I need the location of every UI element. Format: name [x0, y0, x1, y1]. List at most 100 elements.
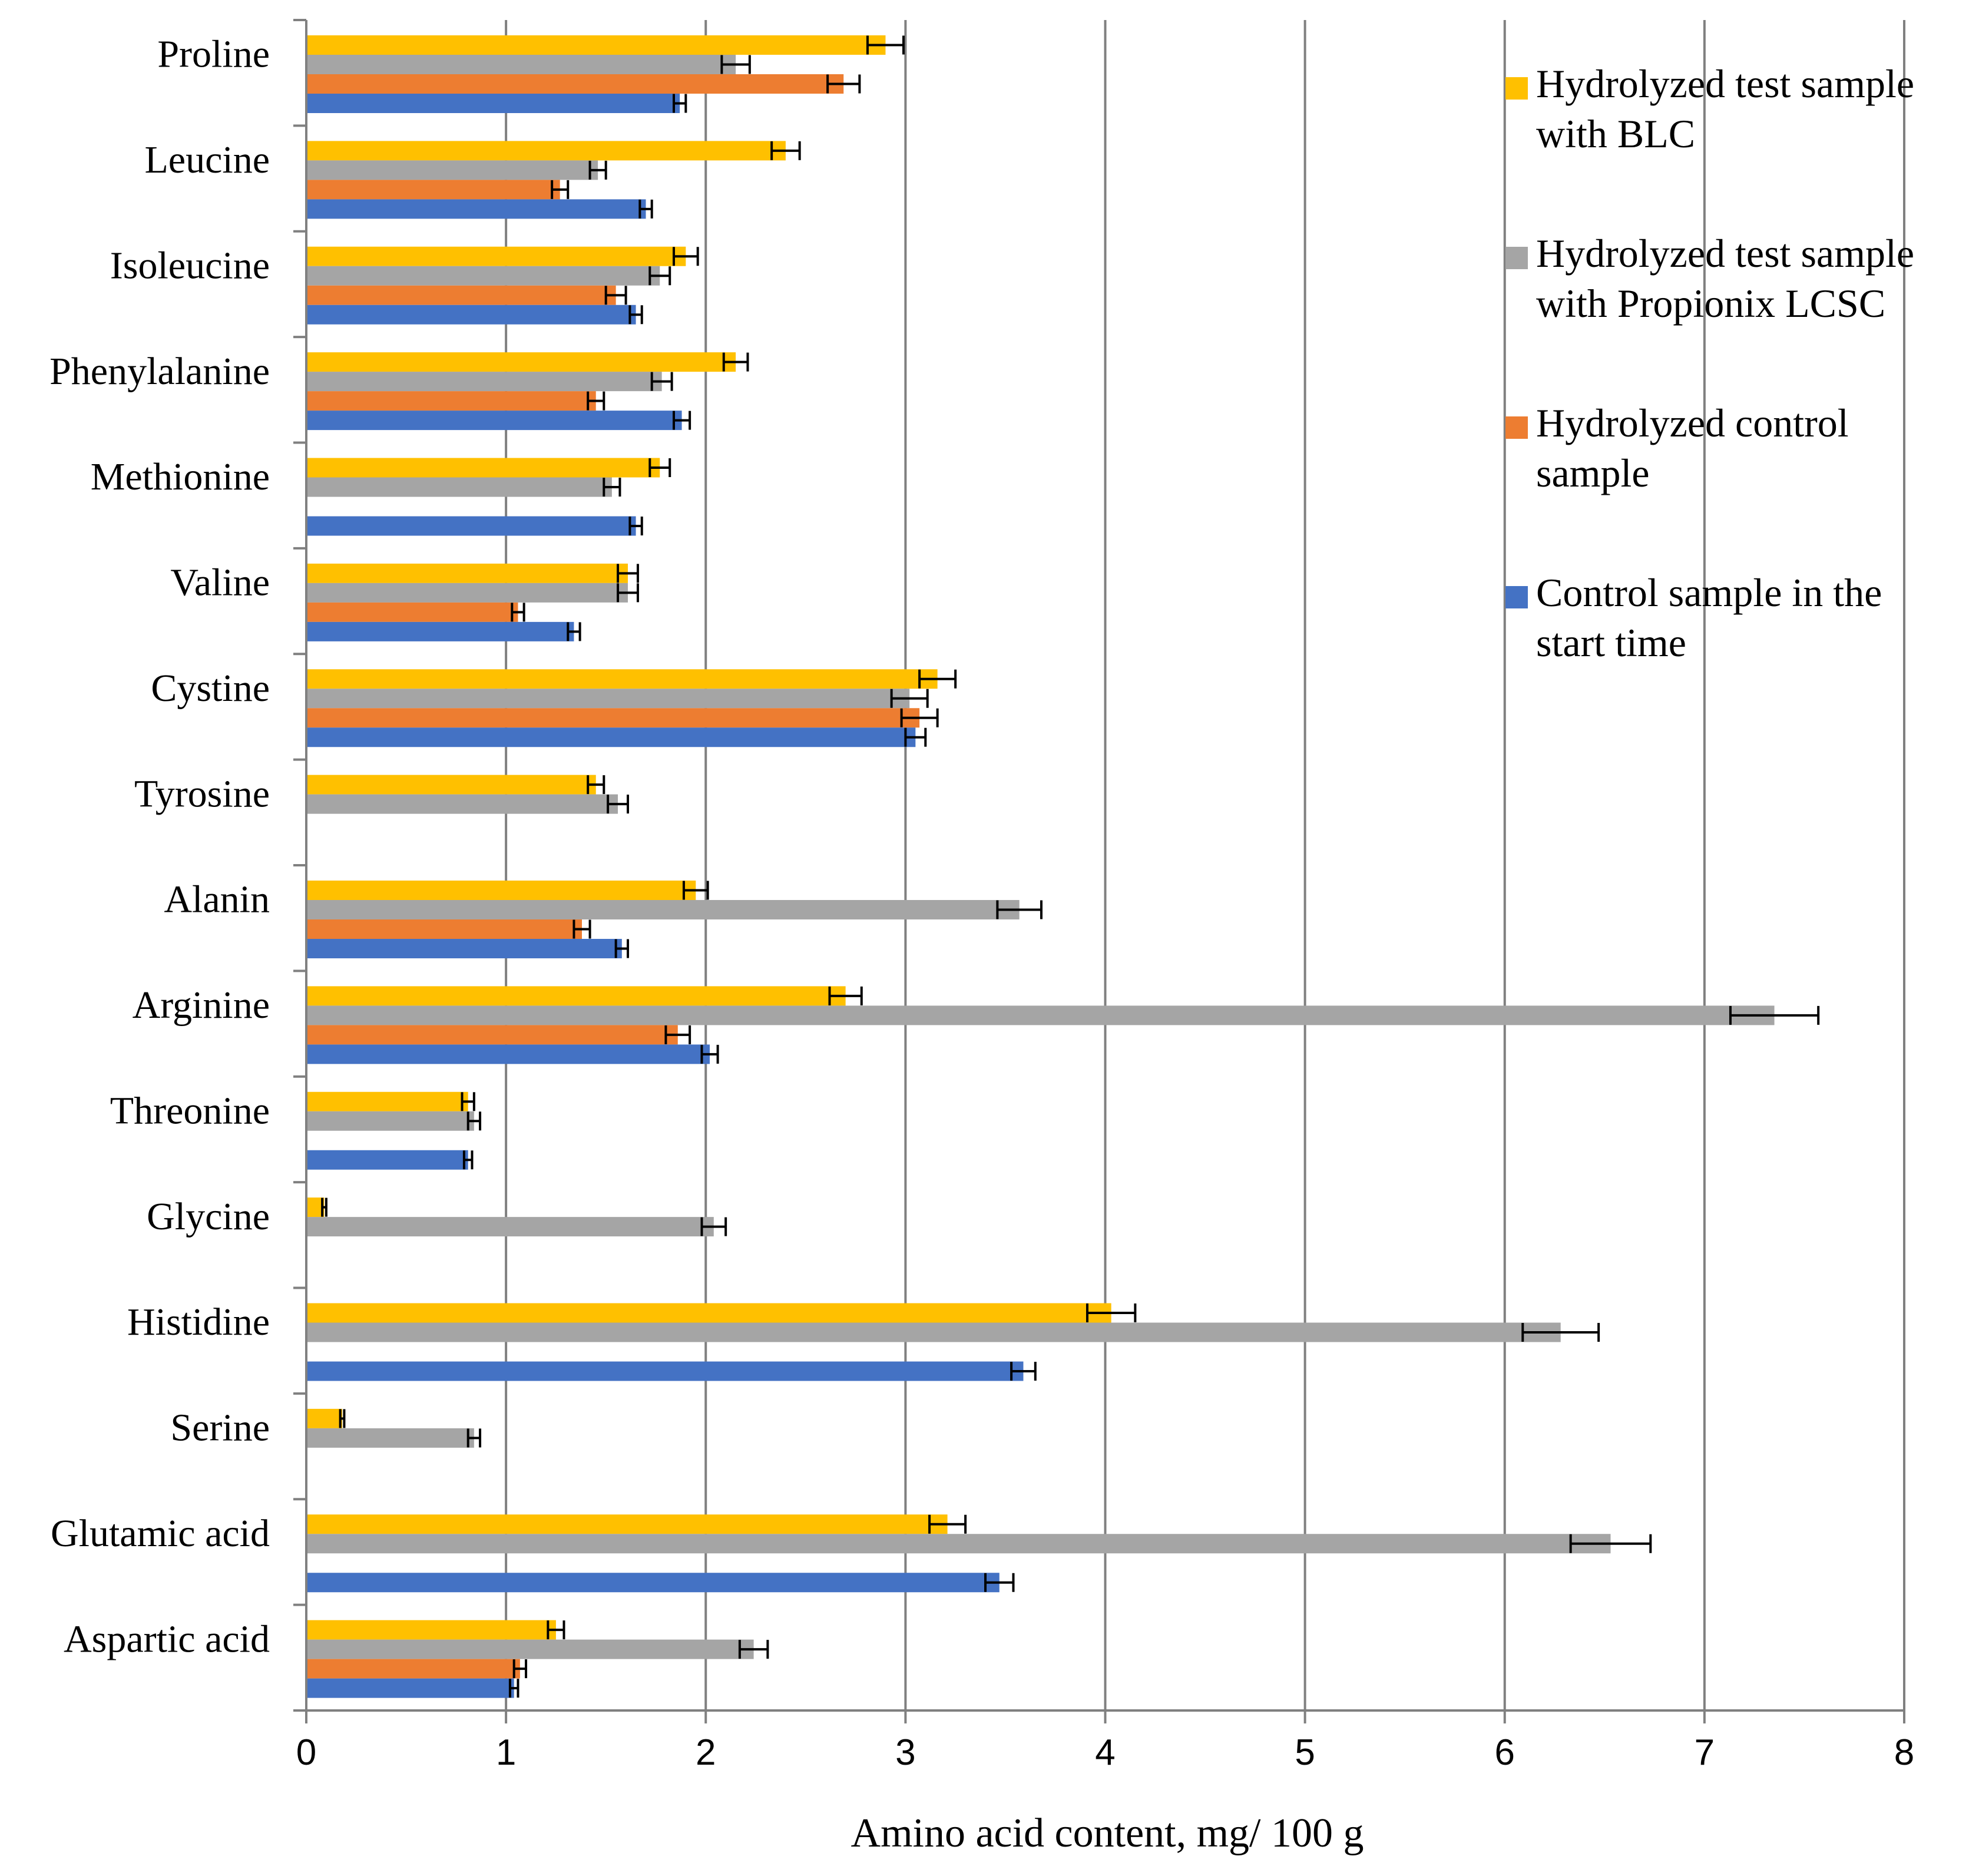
bar-arginine-series-1 [306, 986, 846, 1006]
error-bar-leucine-series-4 [638, 199, 653, 219]
bar-cystine-series-3 [306, 708, 920, 728]
bars [306, 35, 1775, 1698]
legend-label-3: Hydrolyzed control sample [1536, 401, 1849, 495]
bar-cystine-series-1 [306, 669, 938, 689]
error-bar-leucine-series-2 [588, 160, 607, 180]
error-bar-serine-series-2 [466, 1428, 482, 1448]
category-label-tyrosine: Tyrosine [134, 772, 270, 815]
error-bar-arginine-series-2 [1729, 1005, 1820, 1025]
error-bar-alanin-series-4 [614, 939, 629, 958]
legend-label-4: Control sample in the start time [1536, 570, 1882, 665]
error-bar-aspartic-acid-series-2 [738, 1640, 769, 1659]
legend-swatch-2 [1505, 247, 1528, 269]
error-bars [321, 35, 1820, 1698]
error-bar-arginine-series-4 [700, 1044, 719, 1064]
bar-arginine-series-4 [306, 1044, 710, 1064]
error-bar-methionine-series-1 [648, 458, 671, 477]
bar-proline-series-1 [306, 35, 886, 55]
error-bar-methionine-series-2 [603, 478, 621, 497]
bar-glutamic-acid-series-2 [306, 1534, 1611, 1554]
error-bar-alanin-series-3 [573, 919, 591, 939]
error-bar-tyrosine-series-2 [607, 795, 629, 814]
bar-arginine-series-3 [306, 1025, 678, 1045]
error-bar-isoleucine-series-2 [648, 266, 671, 286]
error-bar-cystine-series-4 [904, 727, 927, 747]
category-label-methionine: Methionine [91, 455, 270, 498]
bar-arginine-series-2 [306, 1005, 1775, 1025]
legend-label-1: Hydrolyzed test sample with BLC [1536, 61, 1914, 156]
error-bar-serine-series-1 [339, 1409, 346, 1428]
x-tick-label-8: 8 [1894, 1732, 1914, 1773]
bar-leucine-series-3 [306, 180, 560, 200]
bar-histidine-series-4 [306, 1361, 1024, 1381]
axes [293, 19, 1905, 1723]
bar-serine-series-2 [306, 1428, 474, 1448]
x-tick-label-1: 1 [496, 1732, 516, 1773]
error-bar-valine-series-1 [617, 564, 639, 583]
legend-swatch-1 [1505, 77, 1528, 100]
bar-cystine-series-4 [306, 727, 916, 747]
error-bar-glutamic-acid-series-1 [928, 1514, 967, 1534]
error-bar-leucine-series-3 [551, 180, 570, 199]
error-bar-phenylalanine-series-2 [650, 372, 673, 391]
error-bar-alanin-series-2 [996, 900, 1043, 919]
legend-entry-2: Hydrolyzed test sample with Propionix LCS… [1505, 231, 1914, 326]
error-bar-histidine-series-4 [1010, 1362, 1037, 1381]
bar-histidine-series-2 [306, 1322, 1561, 1342]
bar-proline-series-3 [306, 74, 844, 94]
bar-glycine-series-2 [306, 1217, 714, 1237]
x-axis-title: Amino acid content, mg/ 100 g [851, 1811, 1364, 1856]
bar-phenylalanine-series-3 [306, 391, 596, 411]
bar-phenylalanine-series-2 [306, 372, 662, 392]
category-label-arginine: Arginine [133, 984, 270, 1027]
x-tick-label-5: 5 [1295, 1732, 1315, 1773]
bar-glutamic-acid-series-1 [306, 1514, 948, 1534]
x-tick-labels: 0 1 2 3 4 5 6 7 8 [296, 1732, 1914, 1773]
error-bar-phenylalanine-series-4 [672, 411, 691, 430]
error-bar-cystine-series-1 [918, 669, 957, 689]
legend: Hydrolyzed test sample with BLC Hydrolyzed… [1505, 61, 1914, 665]
error-bar-phenylalanine-series-3 [587, 391, 605, 411]
bar-leucine-series-2 [306, 160, 598, 180]
bar-alanin-series-4 [306, 939, 622, 958]
error-bar-phenylalanine-series-1 [722, 352, 749, 372]
bar-valine-series-2 [306, 583, 628, 603]
category-label-cystine: Cystine [151, 667, 270, 710]
category-label-serine: Serine [170, 1407, 270, 1450]
bar-tyrosine-series-2 [306, 794, 618, 814]
error-bar-valine-series-4 [567, 622, 581, 641]
error-bar-cystine-series-2 [890, 689, 929, 708]
bar-phenylalanine-series-1 [306, 352, 736, 372]
bar-threonine-series-4 [306, 1150, 468, 1170]
error-bar-tyrosine-series-1 [587, 775, 605, 795]
category-labels: Proline Leucine Isoleucine Phenylalanine Met… [49, 33, 270, 1661]
error-bar-valine-series-3 [511, 603, 525, 622]
error-bar-threonine-series-2 [466, 1111, 482, 1131]
category-label-proline: Proline [157, 33, 270, 76]
error-bar-proline-series-1 [866, 35, 905, 55]
category-label-glycine: Glycine [147, 1195, 270, 1238]
bar-methionine-series-1 [306, 458, 660, 478]
category-label-glutamic-acid: Glutamic acid [51, 1512, 270, 1555]
bar-isoleucine-series-1 [306, 246, 686, 266]
error-bar-proline-series-3 [826, 74, 861, 94]
error-bar-aspartic-acid-series-1 [547, 1620, 565, 1640]
error-bar-histidine-series-2 [1521, 1323, 1600, 1342]
bar-valine-series-1 [306, 563, 628, 583]
bar-aspartic-acid-series-1 [306, 1620, 556, 1640]
bar-aspartic-acid-series-3 [306, 1659, 520, 1679]
error-bar-isoleucine-series-4 [628, 305, 643, 325]
bar-phenylalanine-series-4 [306, 411, 682, 431]
bar-tyrosine-series-1 [306, 775, 596, 795]
bar-aspartic-acid-series-2 [306, 1639, 754, 1659]
category-label-aspartic-acid: Aspartic acid [64, 1617, 270, 1660]
error-bar-leucine-series-1 [770, 141, 801, 160]
error-bar-proline-series-2 [720, 55, 751, 74]
category-label-isoleucine: Isoleucine [110, 244, 270, 287]
error-bar-arginine-series-1 [828, 986, 863, 1005]
bar-alanin-series-2 [306, 900, 1020, 919]
error-bar-methionine-series-4 [628, 517, 643, 535]
legend-entry-4: Control sample in the start time [1505, 570, 1882, 665]
